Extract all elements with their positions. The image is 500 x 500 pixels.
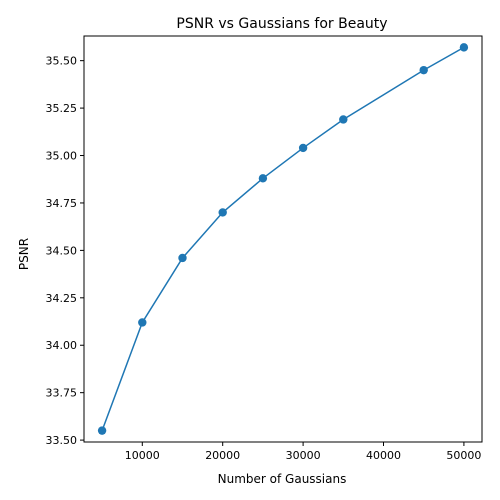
y-tick-label: 34.25 bbox=[46, 292, 78, 305]
x-tick-label: 40000 bbox=[366, 449, 401, 462]
y-tick-label: 34.75 bbox=[46, 197, 78, 210]
y-tick-label: 34.50 bbox=[46, 244, 78, 257]
y-axis-label: PSNR bbox=[17, 238, 31, 270]
series-line bbox=[101, 46, 465, 431]
y-tick-label: 35.25 bbox=[46, 102, 78, 115]
x-tick-label: 10000 bbox=[125, 449, 160, 462]
data-point bbox=[138, 318, 147, 327]
data-point bbox=[97, 426, 107, 435]
chart-title: PSNR vs Gaussians for Beauty bbox=[176, 16, 387, 32]
data-point bbox=[258, 174, 268, 183]
x-tick-label: 50000 bbox=[446, 449, 481, 462]
y-tick-label: 33.50 bbox=[46, 434, 78, 447]
x-tick-label: 30000 bbox=[286, 449, 321, 462]
plot-area: 10000 20000 30000 40000 50000 33.50 33.75 34.00… bbox=[46, 35, 483, 462]
data-point bbox=[218, 208, 227, 217]
axes-frame bbox=[83, 35, 483, 443]
x-axis-label: Number of Gaussians bbox=[218, 472, 347, 486]
x-tick-label: 20000 bbox=[205, 449, 240, 462]
y-tick-label: 35.00 bbox=[46, 150, 78, 163]
data-point bbox=[419, 65, 428, 75]
y-tick-label: 34.00 bbox=[46, 339, 78, 352]
data-point bbox=[459, 43, 469, 52]
data-point bbox=[339, 115, 348, 124]
data-point bbox=[298, 143, 308, 153]
y-tick-label: 33.75 bbox=[46, 387, 78, 400]
y-tick-label: 35.50 bbox=[46, 55, 78, 68]
data-point bbox=[178, 253, 187, 263]
